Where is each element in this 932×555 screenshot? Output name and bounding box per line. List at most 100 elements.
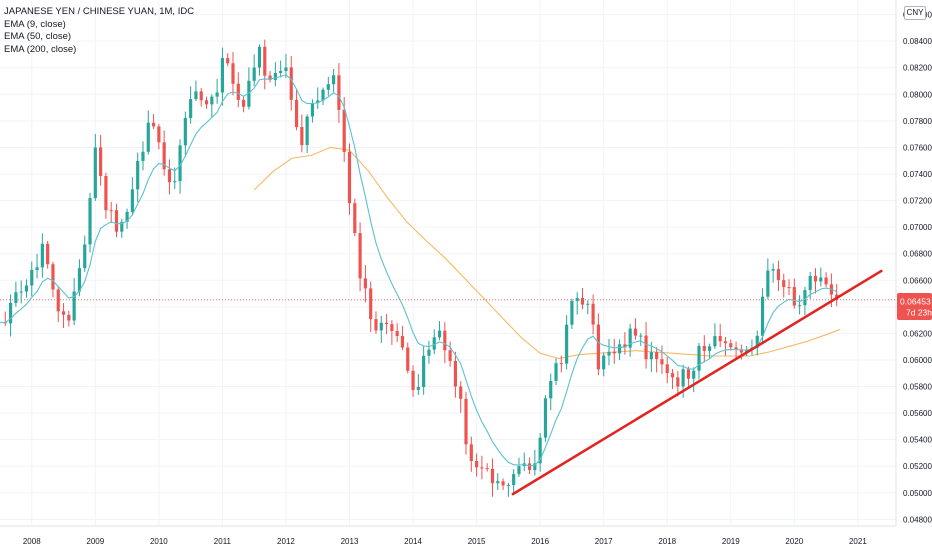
candle-body <box>125 211 129 222</box>
candle-body <box>713 336 717 347</box>
candle-body <box>665 364 669 374</box>
candle-body <box>332 75 336 85</box>
time-axis[interactable] <box>0 526 932 550</box>
candle-body <box>729 343 733 348</box>
candle-body <box>692 370 696 379</box>
chart-legend: JAPANESE YEN / CHINESE YUAN, 1M, IDC EMA… <box>4 6 194 56</box>
y-tick-label: 0.05000 <box>903 489 932 498</box>
candle-body <box>490 468 495 484</box>
candle-body <box>416 387 420 390</box>
candle-body <box>220 58 224 93</box>
candle-body <box>294 99 299 128</box>
candle-body <box>517 466 521 475</box>
candle-body <box>787 287 791 289</box>
candle-body <box>453 360 458 387</box>
candle-body <box>14 292 18 303</box>
candle-body <box>162 142 166 170</box>
candle-body <box>607 351 611 356</box>
y-tick-label: 0.07200 <box>903 197 932 206</box>
candle-body <box>670 373 675 378</box>
price-axis[interactable] <box>896 0 932 550</box>
candle-body <box>723 341 728 344</box>
ema-50-series <box>253 146 841 360</box>
candle-body <box>755 335 759 348</box>
candle-body <box>93 147 97 199</box>
candle-body <box>242 99 246 107</box>
candle-body <box>464 398 468 445</box>
indicator-ema-9[interactable]: EMA (9, close) <box>4 18 66 30</box>
candle-body <box>215 92 219 97</box>
candle-body <box>178 145 182 182</box>
candle-body <box>353 203 357 234</box>
x-tick-label: 2010 <box>150 537 168 546</box>
candle-body <box>633 328 638 336</box>
symbol-title[interactable]: JAPANESE YEN / CHINESE YUAN, 1M, IDC <box>4 6 195 17</box>
candle-body <box>136 160 140 190</box>
candle-body <box>30 269 34 286</box>
candle-body <box>390 324 394 332</box>
y-tick-label: 0.05200 <box>903 462 932 471</box>
candle-body <box>99 147 103 177</box>
candle-body <box>40 243 44 268</box>
candle-body <box>35 267 39 270</box>
candle-body <box>173 181 177 183</box>
candle-body <box>24 285 29 292</box>
candle-body <box>782 280 786 288</box>
candle-body <box>469 444 473 461</box>
candle-body <box>268 75 272 80</box>
candle-body <box>130 189 134 212</box>
candle-body <box>427 349 431 356</box>
candle-body <box>422 355 426 388</box>
candle-body <box>586 303 590 305</box>
y-tick-label: 0.07600 <box>903 143 932 152</box>
candle-body <box>549 380 553 399</box>
candle-body <box>194 91 198 100</box>
candle-body <box>199 91 203 101</box>
candle-body <box>347 151 352 204</box>
candle-body <box>533 463 537 471</box>
candle-body <box>284 67 288 71</box>
candle-body <box>437 330 442 338</box>
x-tick-label: 2020 <box>785 537 803 546</box>
candle-body <box>459 386 463 399</box>
ema-50-line <box>253 146 841 360</box>
price-tag: 0.06453 7d 23h <box>897 293 932 320</box>
indicator-ema-50[interactable]: EMA (50, close) <box>4 31 72 42</box>
candle-body <box>310 103 315 117</box>
candle-body <box>623 344 627 348</box>
support-trendline[interactable] <box>511 269 883 496</box>
candle-body <box>660 359 664 365</box>
currency-badge[interactable]: CNY <box>904 6 926 20</box>
y-tick-label: 0.04800 <box>903 515 932 524</box>
candle-body <box>321 89 325 101</box>
candle-body <box>432 337 436 350</box>
candle-body <box>501 481 505 486</box>
trendline[interactable] <box>511 269 883 496</box>
candle-body <box>379 322 383 331</box>
candle-body <box>252 67 256 81</box>
candle-body <box>580 297 585 305</box>
candle-body <box>151 122 156 127</box>
candle-body <box>798 305 802 307</box>
x-axis-ticks: 2008 2009 2010 2011 2012 2013 2014 2015 2016 2017… <box>23 537 867 546</box>
indicator-ema-200[interactable]: EMA (200, close) <box>4 43 77 55</box>
candle-body <box>141 151 145 161</box>
x-tick-label: 2017 <box>595 537 613 546</box>
candle-body <box>146 122 150 152</box>
candle-body <box>247 80 251 107</box>
candle-body <box>273 73 277 80</box>
y-tick-label: 0.07800 <box>903 117 932 126</box>
candle-body <box>649 352 653 360</box>
x-tick-label: 2012 <box>277 537 295 546</box>
candle-body <box>681 369 685 387</box>
y-tick-label: 0.06000 <box>903 356 932 365</box>
x-tick-label: 2019 <box>722 537 740 546</box>
candle-body <box>189 99 193 119</box>
candle-body <box>697 345 701 371</box>
candle-body <box>51 264 55 290</box>
candle-body <box>554 363 558 381</box>
x-tick-label: 2014 <box>404 537 422 546</box>
candle-body <box>157 126 161 143</box>
